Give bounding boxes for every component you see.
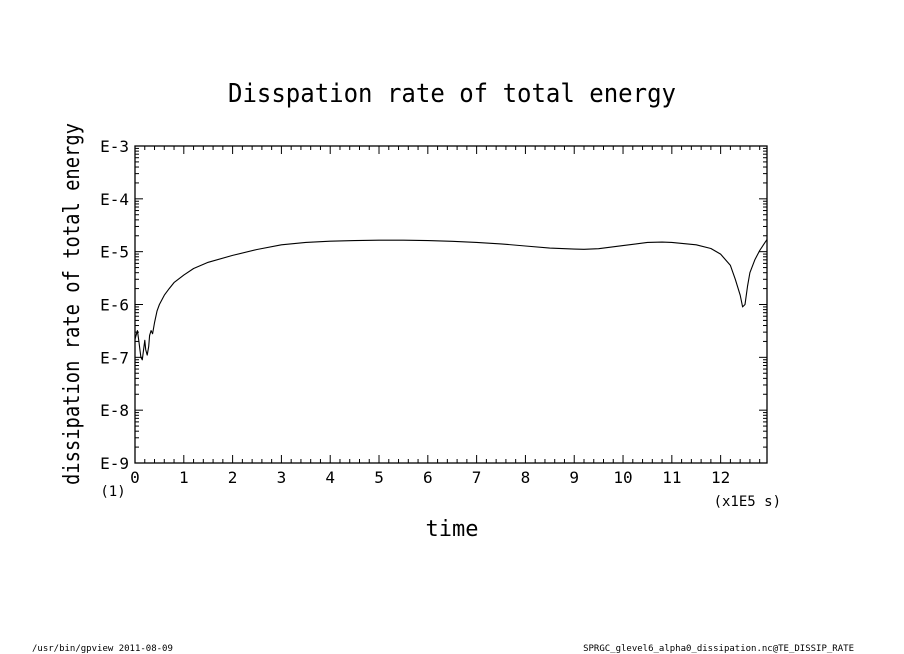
x-tick-label: 2 bbox=[228, 468, 238, 487]
axis-ticks bbox=[134, 145, 767, 464]
x-tick-label: 4 bbox=[325, 468, 335, 487]
y-tick-label: E-4 bbox=[100, 190, 129, 209]
x-tick-label: 11 bbox=[662, 468, 681, 487]
y-tick-label: E-3 bbox=[100, 137, 129, 156]
series-line bbox=[134, 239, 768, 361]
x-tick-label: 8 bbox=[521, 468, 531, 487]
footer-right-text: SPRGC_glevel6_alpha0_dissipation.nc@TE_D… bbox=[583, 644, 854, 654]
x-tick-label: 12 bbox=[711, 468, 730, 487]
x-axis-label: time bbox=[426, 517, 479, 542]
chart-title: Disspation rate of total energy bbox=[228, 79, 676, 109]
x-tick-label: 6 bbox=[423, 468, 433, 487]
data-series bbox=[134, 239, 768, 361]
x-tick-label: 0 bbox=[130, 468, 140, 487]
y-axis-label: dissipation rate of total energy bbox=[60, 123, 85, 485]
y-tick-label: E-6 bbox=[100, 296, 129, 315]
x-tick-label: 3 bbox=[277, 468, 287, 487]
x-tick-label: 10 bbox=[613, 468, 632, 487]
x-tick-label: 7 bbox=[472, 468, 482, 487]
axis-tick-labels: 0 1 2 3 4 5 6 7 8 9 10 11 12E-3E-4E-5E-6E-7E-8E-9 bbox=[100, 137, 730, 487]
plot-frame bbox=[134, 145, 768, 464]
x-tick-label: 1 bbox=[179, 468, 189, 487]
x-axis-unit-label: (x1E5 s) bbox=[714, 494, 781, 510]
y-tick-label: E-5 bbox=[100, 243, 129, 262]
x-tick-label: 9 bbox=[569, 468, 579, 487]
x-axis-extra-tick-label: (1) bbox=[100, 484, 125, 500]
x-tick-label: 5 bbox=[374, 468, 384, 487]
footer-left-text: /usr/bin/gpview 2011-08-09 bbox=[32, 644, 173, 654]
y-tick-label: E-7 bbox=[100, 348, 129, 367]
y-tick-label: E-9 bbox=[100, 454, 129, 473]
y-tick-label: E-8 bbox=[100, 401, 129, 420]
